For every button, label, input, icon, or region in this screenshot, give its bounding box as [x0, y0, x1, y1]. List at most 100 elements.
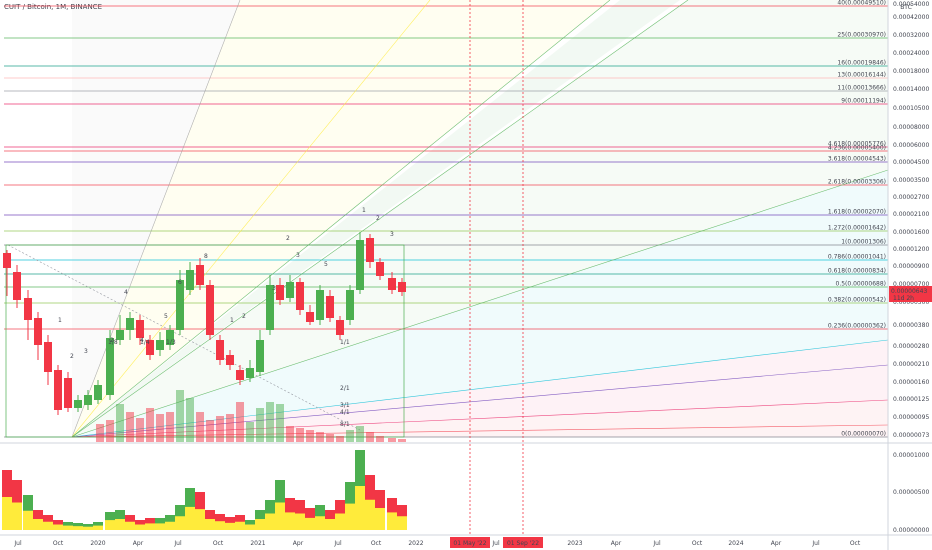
lower-volume-overlay	[195, 509, 205, 530]
time-tick-label: Jul	[652, 540, 661, 547]
date-highlight-label: 01 Sep '22	[507, 540, 539, 547]
candle-body	[216, 340, 224, 360]
price-tick-label: 0.00042000	[893, 14, 929, 21]
fib-label: 25(0.00030970)	[837, 32, 886, 39]
lower-volume-overlay	[135, 524, 145, 530]
current-price-label: 0.00000643	[891, 288, 927, 295]
candle-body	[256, 340, 264, 372]
date-markers	[469, 0, 524, 535]
wave-label: 1	[362, 207, 366, 214]
candle-body	[64, 378, 72, 408]
candle-body	[156, 340, 164, 350]
fib-label: 0.786(0.00001041)	[828, 254, 886, 261]
volume-bar	[176, 390, 184, 442]
lower-volume-overlay	[73, 526, 83, 530]
fan-label: 3/1	[340, 402, 350, 409]
lower-volume-overlay	[2, 497, 12, 530]
volume-bar	[136, 418, 144, 442]
time-tick-label: Jul	[13, 540, 22, 547]
range-box	[5, 244, 405, 438]
candle-body	[206, 285, 214, 335]
currency-label: BTC	[900, 4, 912, 11]
fib-label: 11(0.00013666)	[837, 85, 886, 92]
time-axis[interactable]: Jul Oct 2020 Apr Jul Oct 2021 Apr Jul Oct 2022 Jul 2…	[0, 534, 932, 548]
fan-label: 1/1	[340, 339, 350, 346]
price-tick-label: 0.00003500	[893, 177, 929, 184]
volume-bar	[126, 412, 134, 442]
fan-line	[71, 0, 689, 438]
time-tick-label: Oct	[692, 540, 703, 547]
candle-body	[346, 290, 354, 320]
lower-volume-overlay	[255, 519, 265, 530]
price-tick-label: 0.00004500	[893, 159, 929, 166]
lower-volume-overlay	[175, 516, 185, 530]
lower-volume-overlay	[305, 517, 315, 530]
candle-body	[136, 320, 144, 338]
candle-body	[388, 278, 396, 290]
candle-body	[146, 340, 154, 355]
lower-volume-overlay	[23, 510, 33, 530]
candle-body	[84, 395, 92, 405]
candle-body	[296, 282, 304, 310]
fib-label: 13(0.00016144)	[837, 72, 886, 79]
lower-volume-overlay	[83, 526, 93, 530]
time-tick-label: Jul	[333, 540, 342, 547]
volume-bar	[326, 434, 334, 442]
price-tick-label: 0.00032000	[893, 32, 929, 39]
fib-label: 0(0.00000070)	[841, 431, 886, 438]
lower-volume-overlay	[285, 512, 295, 530]
wave-label: 4	[140, 337, 144, 344]
volume-bar	[236, 402, 244, 442]
lower-volume-overlay	[12, 502, 22, 530]
volume-bar	[346, 430, 354, 442]
volume-bar	[196, 412, 204, 442]
candles	[3, 232, 406, 415]
price-tick-label: 0.00000700	[893, 281, 929, 288]
wave-label: 3	[84, 348, 88, 355]
wave-label: 8	[204, 253, 208, 260]
candle-body	[276, 285, 284, 300]
price-tick-label: 0.00024000	[893, 50, 929, 57]
price-tick-label: 0.00000900	[893, 263, 929, 270]
fib-label: 0.236(0.00000362)	[828, 323, 886, 330]
candle-body	[398, 282, 406, 292]
volume-bar	[316, 432, 324, 442]
candle-body	[236, 370, 244, 380]
fib-label: 4.618(0.00005776)	[828, 141, 886, 148]
fib-label: 16(0.00019846)	[837, 60, 886, 67]
time-tick-label: 2024	[728, 540, 743, 547]
lower-volume-overlay	[345, 503, 355, 530]
fib-label: 1(0.00001306)	[841, 239, 886, 246]
price-tick-label: 0.00014000	[893, 86, 929, 93]
lower-volume-overlay	[265, 513, 275, 530]
lower-volume-overlay	[365, 499, 375, 530]
fib-label: 4.236(0.00005400)	[828, 145, 886, 152]
candle-body	[286, 282, 294, 298]
candle-body	[316, 290, 324, 320]
wave-label: 1	[230, 317, 234, 324]
lower-volume-overlay	[375, 508, 385, 530]
candle-body	[116, 330, 124, 340]
candle-body	[54, 370, 62, 410]
volume-bar	[216, 416, 224, 442]
lower-volume-overlay	[165, 521, 175, 530]
price-tick-label: 0.00054000	[893, 1, 929, 8]
price-tick-label: 0.00002100	[893, 211, 929, 218]
price-tick-label: 0.00000210	[893, 361, 929, 368]
lower-volume-overlay	[125, 521, 135, 530]
lower-volume-overlay	[53, 524, 63, 530]
volume-bar	[276, 404, 284, 442]
volume-bar	[106, 420, 114, 442]
volume-bar	[186, 398, 194, 442]
lower-volume-overlay	[225, 522, 235, 530]
volume-bar	[156, 414, 164, 442]
candle-body	[24, 298, 32, 320]
candle-body	[196, 265, 204, 285]
lower-volume-overlay	[295, 513, 305, 530]
price-tick-label: 0.00000280	[893, 343, 929, 350]
fib-label: 2.618(0.00003306)	[828, 179, 886, 186]
time-tick-label: Jul	[491, 540, 500, 547]
lower-volume-overlay	[325, 519, 335, 530]
